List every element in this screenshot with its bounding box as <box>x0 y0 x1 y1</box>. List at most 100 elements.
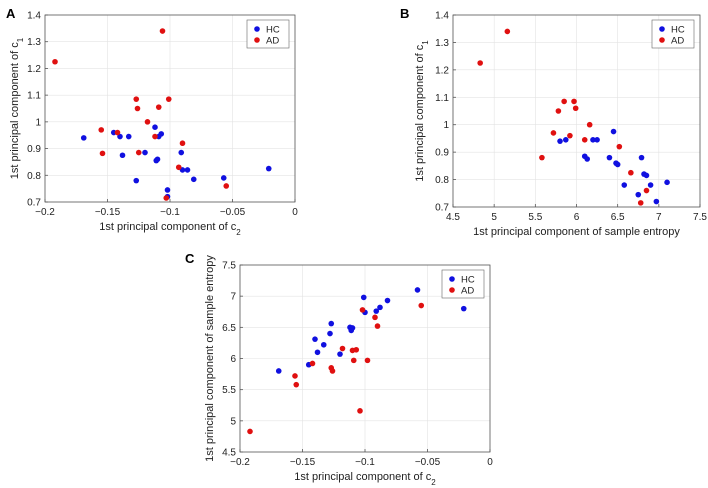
y-axis-label-sub: 1 <box>421 40 430 45</box>
data-point-ad <box>159 28 166 34</box>
data-point-ad <box>643 187 650 194</box>
data-point-hc <box>638 154 645 161</box>
data-point-ad <box>353 346 360 353</box>
data-point-hc <box>275 368 282 374</box>
data-point-hc <box>373 308 380 314</box>
legend-marker-hc <box>659 26 665 32</box>
data-point-ad <box>571 98 577 105</box>
data-point-hc <box>80 135 87 141</box>
data-point-ad <box>581 137 588 143</box>
data-point-hc <box>562 137 569 143</box>
data-point-hc <box>312 336 318 342</box>
y-axis-label-main: 1st principal component of c <box>414 44 426 181</box>
y-tick-label: 4.5 <box>222 448 236 459</box>
data-point-hc <box>584 156 591 162</box>
data-point-ad <box>292 373 298 379</box>
data-point-hc <box>384 297 391 304</box>
data-point-ad <box>293 381 300 388</box>
x-tick-label: 6 <box>574 212 580 223</box>
data-point-hc <box>557 138 563 144</box>
x-tick-label: 6.5 <box>611 212 625 223</box>
y-tick-label: 5 <box>230 416 236 427</box>
x-tick-label: −0.05 <box>220 207 246 218</box>
y-tick-label: 6.5 <box>222 323 236 334</box>
x-tick-label: −0.2 <box>35 207 55 218</box>
data-point-hc <box>414 287 421 293</box>
y-tick-label: 1.3 <box>27 37 41 48</box>
data-point-ad <box>350 357 357 364</box>
data-point-ad <box>114 129 121 136</box>
legend-label-ad: AD <box>671 36 684 47</box>
data-point-hc <box>184 167 191 173</box>
data-point-hc <box>142 149 148 156</box>
data-point-ad <box>628 169 634 176</box>
y-tick-label: 1.4 <box>27 11 41 22</box>
panel-label: A <box>6 6 16 21</box>
y-tick-label: 1.4 <box>435 11 449 22</box>
data-point-ad <box>539 154 545 161</box>
y-tick-label: 5.5 <box>222 385 236 396</box>
y-tick-label: 7.5 <box>222 261 236 272</box>
x-tick-label: −0.15 <box>290 457 316 468</box>
x-axis-label: 1st principal component of c2 <box>294 471 436 487</box>
data-point-ad <box>309 360 316 367</box>
x-tick-label: −0.1 <box>160 207 180 218</box>
data-point-ad <box>329 368 336 374</box>
y-tick-label: 1.1 <box>27 91 41 102</box>
y-tick-label: 7 <box>230 292 236 303</box>
x-tick-label: −0.15 <box>95 207 121 218</box>
data-point-ad <box>144 119 151 125</box>
data-point-hc <box>590 137 596 143</box>
data-point-ad <box>339 345 346 352</box>
data-point-hc <box>643 172 650 179</box>
data-point-hc <box>360 294 367 301</box>
data-point-ad <box>165 96 172 102</box>
data-point-hc <box>653 198 660 205</box>
x-tick-label: 7 <box>656 212 662 223</box>
data-point-hc <box>154 156 161 163</box>
data-point-hc <box>133 177 140 184</box>
data-point-ad <box>504 28 511 35</box>
data-point-ad <box>572 105 579 112</box>
legend-box <box>651 19 695 49</box>
panel-c: C −0.2 −0.15 −0.1 −0.05 0 4.5 5 5.5 6 6.5 7 7.5 1st p… <box>185 251 493 487</box>
y-tick-label: 0.9 <box>435 148 449 159</box>
y-tick-label: 1 <box>35 117 41 128</box>
y-axis-label: 1st principal component of c1 <box>414 40 430 182</box>
data-point-ad <box>477 60 483 66</box>
data-point-hc <box>164 187 171 193</box>
x-tick-label: 4.5 <box>446 212 460 223</box>
data-point-ad <box>99 150 106 157</box>
data-point-hc <box>125 133 132 140</box>
data-point-ad <box>550 130 557 136</box>
data-point-ad <box>372 314 378 321</box>
data-point-hc <box>190 176 197 183</box>
y-tick-label: 1.1 <box>435 93 449 104</box>
x-tick-label: −0.1 <box>355 457 375 468</box>
data-point-hc <box>664 179 670 186</box>
data-point-ad <box>134 105 141 112</box>
data-point-hc <box>377 304 383 311</box>
data-point-hc <box>594 137 600 143</box>
legend-marker-hc <box>449 276 455 282</box>
y-tick-label: 0.7 <box>435 203 449 214</box>
x-tick-label: 5.5 <box>528 212 542 223</box>
data-point-hc <box>337 351 343 357</box>
x-tick-label: −0.05 <box>415 457 441 468</box>
legend-label-hc: HC <box>461 275 475 286</box>
y-axis-label-main: 1st principal component of c <box>9 42 21 179</box>
x-tick-label: −0.2 <box>230 457 250 468</box>
y-axis-label-sub: 1 <box>16 37 25 42</box>
data-point-ad <box>567 132 573 139</box>
data-point-ad <box>359 307 366 313</box>
data-point-ad <box>586 121 593 128</box>
x-axis-label: 1st principal component of c2 <box>99 221 241 237</box>
data-point-hc <box>220 175 227 181</box>
panel-b: B 4.5 5 5.5 6 6.5 7 7.5 0.7 0.8 0.9 1 1.1 1.2 1.3 1.4 1s… <box>400 6 707 238</box>
data-point-hc <box>328 320 335 327</box>
legend-box <box>246 19 290 49</box>
data-point-hc <box>460 305 467 312</box>
